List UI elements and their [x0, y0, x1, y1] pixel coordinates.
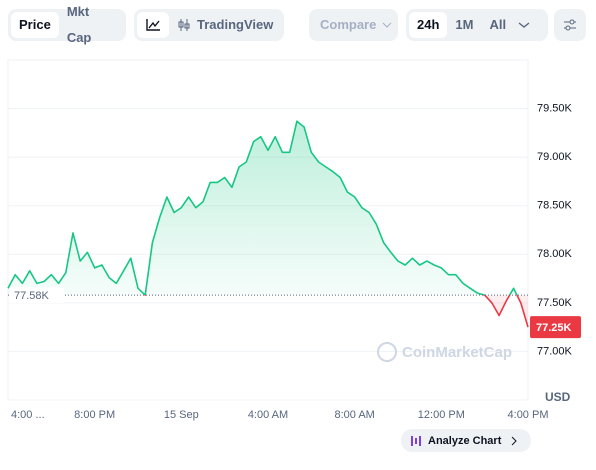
y-tick-label: 77.00K [537, 345, 573, 357]
mktcap-button[interactable]: Mkt Cap [66, 4, 92, 45]
x-tick-label: 4:00 PM [508, 409, 549, 421]
tradingview-label: TradingView [197, 17, 274, 32]
compare[interactable]: Compare [309, 9, 398, 41]
x-tick-label: 4:00 AM [248, 409, 288, 421]
x-tick-label: 8:00 PM [74, 409, 115, 421]
y-tick-label: 78.50K [537, 200, 573, 212]
price-button[interactable]: Price [11, 12, 59, 38]
analyze-label: Analyze Chart [428, 435, 502, 447]
range-chevron[interactable] [518, 21, 530, 29]
y-tick-label: 79.50K [537, 102, 573, 114]
analyze-icon [411, 436, 421, 446]
tradingview-button[interactable]: TradingView [169, 12, 281, 38]
y-tick-label: 77.50K [537, 297, 573, 309]
candle-icon [178, 19, 190, 31]
baseline-label: 77.58K [14, 290, 50, 302]
plot-frame [7, 59, 529, 401]
currency-label: USD [545, 390, 571, 404]
price-line [7, 120, 529, 328]
watermark-text: CoinMarketCap [402, 344, 512, 361]
line-button[interactable] [137, 12, 169, 38]
y-tick-label: 79.00K [537, 151, 573, 163]
compare-label: Compare [320, 17, 377, 32]
settings-icon [564, 19, 576, 31]
analyze-chevron [511, 436, 517, 446]
current-price-label: 77.25K [536, 322, 572, 334]
line-icon [146, 19, 160, 31]
baseline-tag [10, 287, 64, 304]
x-tick-label: 12:00 PM [418, 409, 465, 421]
analyze-button[interactable] [401, 429, 531, 452]
area [8, 121, 528, 328]
watermark: CoinMarketCap [377, 342, 512, 362]
x-tick-label: 15 Sep [164, 409, 199, 421]
x-tick-label: 8:00 AM [334, 409, 374, 421]
range-1m[interactable]: 1M [455, 17, 474, 32]
range-toggle: 24h 1M All [406, 9, 548, 41]
current-price-tag [530, 316, 581, 339]
range-all[interactable]: All [489, 17, 507, 32]
chevron [383, 22, 392, 28]
compare-button[interactable]: Compare [312, 12, 400, 38]
x-tick-label: 4:00 ... [11, 409, 45, 421]
settings[interactable] [554, 9, 586, 41]
view-toggle: Price Mkt Cap [8, 4, 126, 45]
range-24h[interactable]: 24h [409, 12, 448, 38]
y-tick-label: 78.00K [537, 248, 573, 260]
chart-style: TradingView [134, 9, 284, 41]
